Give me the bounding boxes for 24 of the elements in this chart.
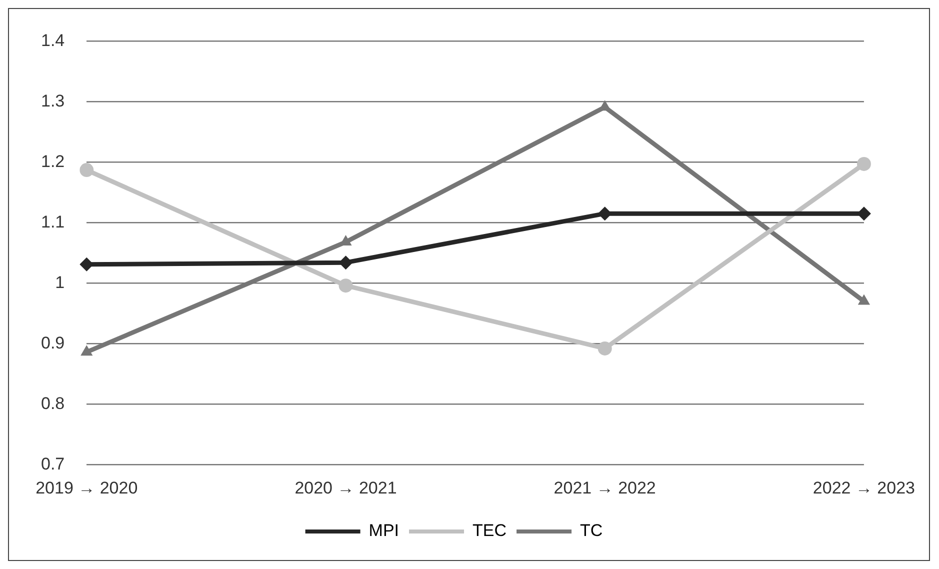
point — [598, 206, 612, 221]
y-tick-label: 1 — [55, 272, 65, 292]
legend-label: TEC — [472, 521, 507, 540]
legend-label: TC — [580, 521, 603, 540]
x-tick-label: 2022 → 2023 — [812, 478, 916, 498]
y-tick-label: 1.1 — [40, 212, 65, 232]
point — [80, 345, 93, 356]
point — [858, 294, 870, 305]
point — [80, 257, 94, 272]
y-tick-label: 0.8 — [40, 394, 65, 413]
y-tick-label: 1.2 — [40, 152, 65, 171]
x-tick-label: 2021 → 2022 — [554, 478, 656, 498]
point — [856, 156, 871, 171]
y-tick-label: 0.9 — [40, 333, 65, 352]
y-tick-label: 0.7 — [40, 454, 65, 474]
y-tick-label: 1.3 — [40, 91, 65, 110]
y-tick-label: 1.4 — [40, 30, 65, 50]
point — [80, 163, 94, 178]
x-tick-label: 2019 → 2020 — [36, 478, 138, 498]
legend-label: MPI — [368, 521, 400, 540]
point — [598, 341, 612, 356]
point — [338, 256, 353, 270]
point — [338, 278, 353, 293]
x-tick-label: 2020 → 2021 — [294, 478, 397, 498]
